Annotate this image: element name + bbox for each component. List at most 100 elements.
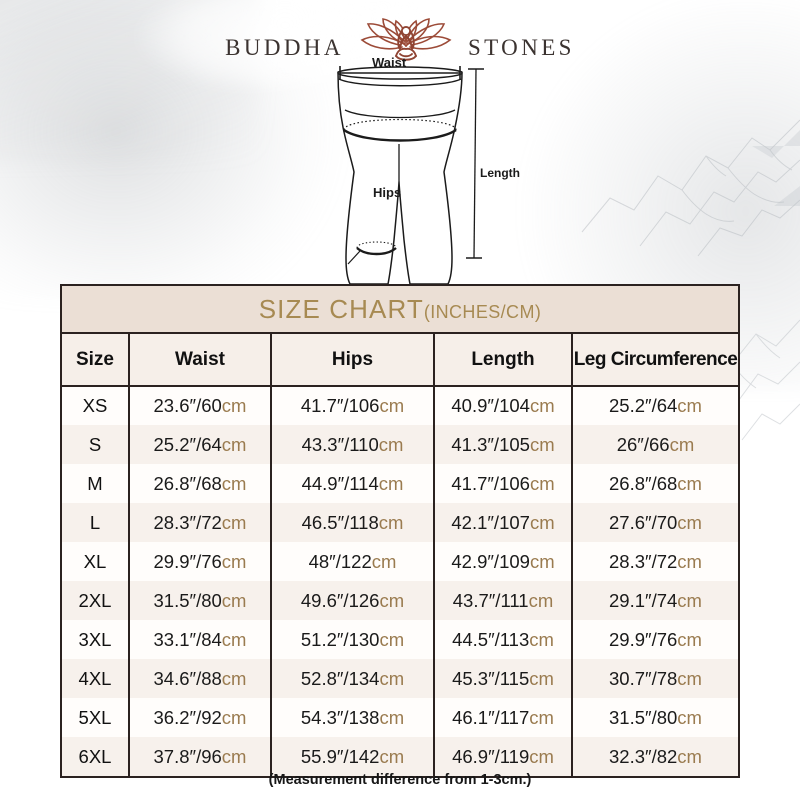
cell-size: 6XL	[62, 737, 130, 776]
column-header-leg-circumference: Leg Circumference	[572, 334, 738, 387]
measurement-unit: cm	[677, 511, 702, 533]
measurement-unit: cm	[529, 433, 555, 455]
cell-waist: 33.1″/84cm	[129, 620, 272, 659]
measurement-value: 29.9″/76	[609, 628, 678, 650]
diagram-label-hips: Hips	[373, 185, 402, 200]
measurement-unit: cm	[221, 511, 247, 533]
diagram-label-length: Length	[480, 166, 520, 180]
cell-waist: 37.8″/96cm	[129, 737, 272, 776]
measurement-unit: cm	[221, 433, 247, 455]
measurement-unit: cm	[378, 472, 404, 494]
cell-waist: 31.5″/80cm	[129, 581, 272, 620]
measurement-unit: cm	[529, 472, 555, 494]
measurement-unit: cm	[379, 706, 405, 728]
cell-waist: 23.6″/60cm	[129, 386, 272, 425]
measurement-unit: cm	[677, 667, 702, 689]
measurement-value: 49.6″/126	[300, 589, 380, 611]
diagram-label-waist: Waist	[372, 55, 407, 70]
measurement-unit: cm	[221, 472, 247, 494]
measurement-value: 44.5″/113	[452, 628, 530, 650]
cell-hips: 46.5″/118cm	[271, 503, 435, 542]
measurement-unit: cm	[379, 589, 405, 611]
cell-leg-circumference: 29.9″/76cm	[572, 620, 738, 659]
cell-length: 40.9″/104cm	[434, 386, 573, 425]
cell-size: 5XL	[62, 698, 130, 737]
cell-leg-circumference: 31.5″/80cm	[572, 698, 738, 737]
measurement-unit: cm	[677, 628, 702, 650]
measurement-value: 36.2″/92	[153, 706, 222, 728]
size-chart-table-body: XS 23.6″/60cm 41.7″/106cm 40.9″/104cm 25.2″/…	[62, 386, 738, 776]
column-header-hips: Hips	[271, 334, 435, 387]
measurement-unit: cm	[378, 433, 404, 455]
measurement-unit: cm	[529, 511, 555, 533]
measurement-unit: cm	[677, 550, 702, 572]
measurement-value: 30.7″/78	[609, 667, 678, 689]
measurement-unit: cm	[221, 395, 247, 416]
cell-length: 45.3″/115cm	[434, 659, 573, 698]
table-row: 3XL 33.1″/84cm 51.2″/130cm 44.5″/113cm 29.9″…	[62, 620, 738, 659]
cell-leg-circumference: 28.3″/72cm	[572, 542, 738, 581]
cell-size: S	[62, 425, 130, 464]
measurement-unit: cm	[529, 628, 554, 650]
cell-leg-circumference: 30.7″/78cm	[572, 659, 738, 698]
measurement-unit: cm	[221, 628, 247, 650]
measurement-unit: cm	[669, 433, 695, 455]
column-header-size: Size	[62, 334, 130, 387]
cell-size: XL	[62, 542, 130, 581]
cell-length: 46.9″/119cm	[434, 737, 573, 776]
measurement-unit: cm	[221, 706, 247, 728]
measurement-value: 28.3″/72	[609, 550, 678, 572]
cell-waist: 25.2″/64cm	[129, 425, 272, 464]
table-row: XS 23.6″/60cm 41.7″/106cm 40.9″/104cm 25.2″/…	[62, 386, 738, 425]
size-chart-title-band: SIZE CHART (INCHES/CM)	[62, 286, 738, 334]
measurement-unit: cm	[379, 628, 405, 650]
measurement-value: 43.7″/111	[452, 589, 529, 611]
table-row: 2XL 31.5″/80cm 49.6″/126cm 43.7″/111cm 29.1″…	[62, 581, 738, 620]
cell-waist: 29.9″/76cm	[129, 542, 272, 581]
size-chart-table: Size Waist Hips Length Leg Circumference…	[62, 334, 738, 776]
measurement-value: 26.8″/68	[153, 472, 222, 494]
table-header-row: Size Waist Hips Length Leg Circumference	[62, 334, 738, 387]
measurement-value: 29.9″/76	[153, 550, 222, 572]
measurement-value: 41.7″/106	[451, 472, 530, 494]
measurement-value: 28.3″/72	[153, 511, 222, 533]
cell-size: XS	[62, 386, 130, 425]
measurement-value: 46.1″/117	[452, 706, 530, 728]
pants-measurement-diagram: Waist Hips Length Leg Circumference	[0, 52, 800, 323]
cell-waist: 28.3″/72cm	[129, 503, 272, 542]
size-chart-title: SIZE CHART (INCHES/CM)	[259, 296, 542, 322]
cell-length: 41.7″/106cm	[434, 464, 573, 503]
cell-hips: 55.9″/142cm	[271, 737, 435, 776]
cell-size: 4XL	[62, 659, 130, 698]
cell-size: M	[62, 464, 130, 503]
measurement-unit: cm	[529, 706, 554, 728]
size-chart-title-unit: (INCHES/CM)	[423, 302, 542, 322]
table-row: M 26.8″/68cm 44.9″/114cm 41.7″/106cm 26.8″/6…	[62, 464, 738, 503]
measurement-value: 37.8″/96	[153, 745, 222, 767]
cell-size: L	[62, 503, 130, 542]
measurement-value: 25.2″/64	[153, 433, 222, 455]
measurement-value: 46.9″/119	[452, 745, 530, 767]
measurement-value: 32.3″/82	[609, 745, 678, 767]
measurement-value: 31.5″/80	[609, 706, 678, 728]
measurement-unit: cm	[677, 589, 702, 611]
cell-hips: 48″/122cm	[271, 542, 435, 581]
cell-hips: 51.2″/130cm	[271, 620, 435, 659]
cell-length: 44.5″/113cm	[434, 620, 573, 659]
cell-leg-circumference: 32.3″/82cm	[572, 737, 738, 776]
measurement-value: 54.3″/138	[300, 706, 380, 728]
measurement-difference-note: (Measurement difference from 1-3cm.)	[268, 772, 532, 788]
table-row: XL 29.9″/76cm 48″/122cm 42.9″/109cm 28.3″/72…	[62, 542, 738, 581]
measurement-unit: cm	[371, 550, 397, 572]
cell-waist: 26.8″/68cm	[129, 464, 272, 503]
measurement-value: 34.6″/88	[153, 667, 222, 689]
measurement-value: 43.3″/110	[301, 433, 379, 455]
table-row: S 25.2″/64cm 43.3″/110cm 41.3″/105cm 26″/66c…	[62, 425, 738, 464]
measurement-unit: cm	[528, 589, 554, 611]
cell-length: 43.7″/111cm	[434, 581, 573, 620]
measurement-value: 26.8″/68	[609, 472, 678, 494]
measurement-unit: cm	[221, 550, 247, 572]
brand-word-right: STONES	[467, 34, 575, 60]
cell-size: 2XL	[62, 581, 130, 620]
column-header-length: Length	[434, 334, 573, 387]
